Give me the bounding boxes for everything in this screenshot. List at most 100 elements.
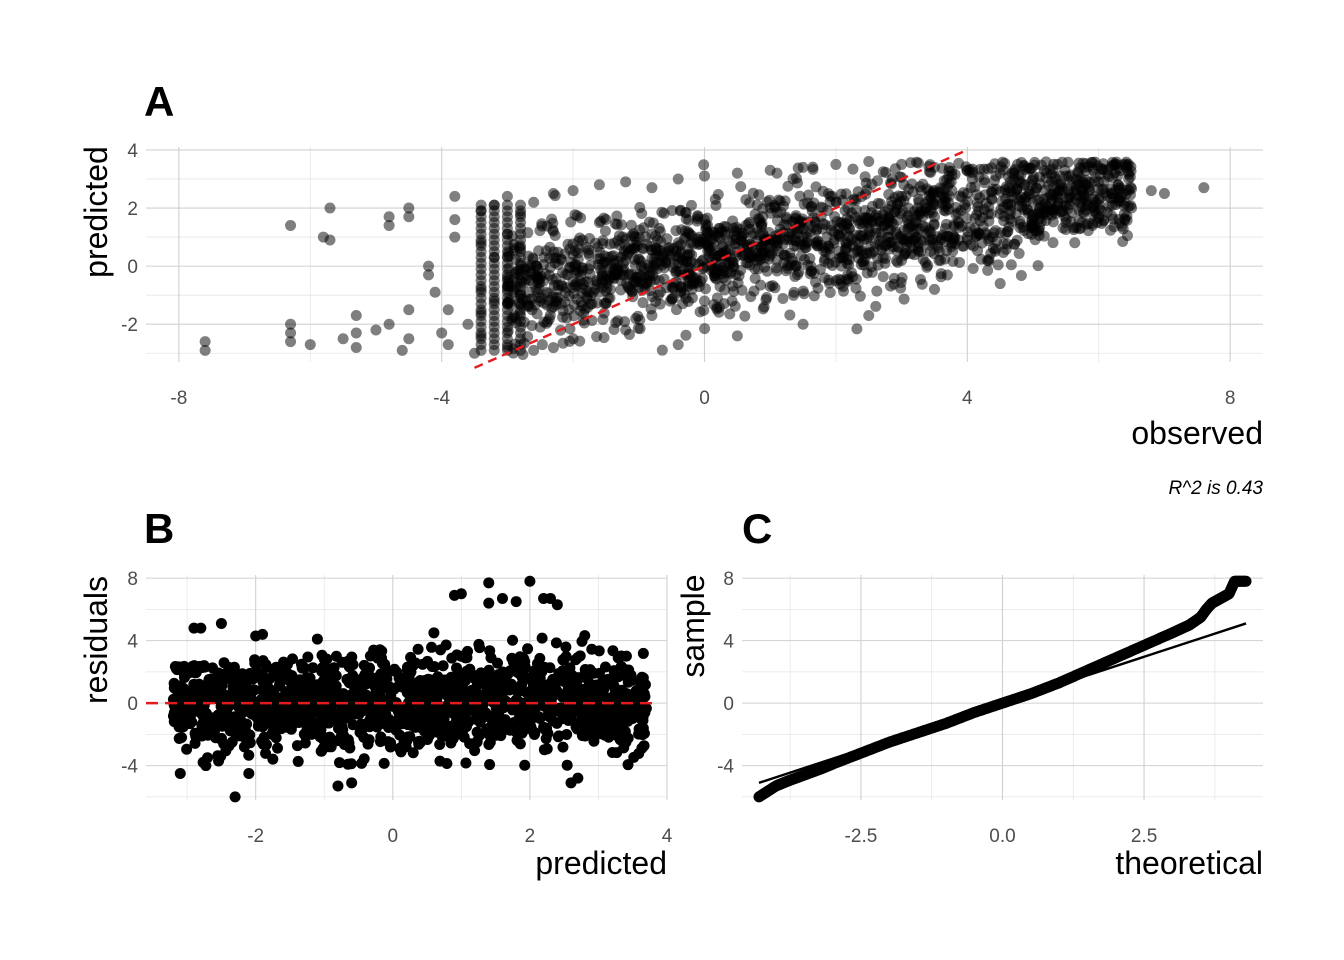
panel-a-point <box>1126 202 1138 214</box>
panel-b-point <box>588 735 600 747</box>
panel-a-point <box>985 185 997 197</box>
panel-a-point <box>1038 230 1050 242</box>
panel-a-point <box>642 274 654 286</box>
panel-a-point <box>573 235 585 247</box>
panel-a-point <box>620 176 632 188</box>
panel-a-point <box>1093 193 1105 205</box>
panel-b-point <box>256 735 268 747</box>
panel-a-point <box>557 311 569 323</box>
panel-b-point <box>534 667 546 679</box>
panel-b-point <box>534 652 546 664</box>
panel-a-point <box>593 179 605 191</box>
panel-a-point <box>285 219 297 231</box>
panel-a-point <box>797 161 809 173</box>
panel-b-point <box>375 731 387 743</box>
panel-a-point <box>515 289 527 301</box>
panel-a-point <box>877 252 889 264</box>
panel-a-point <box>699 295 710 307</box>
a-y-tick-label: -2 <box>121 315 138 336</box>
panel-b-point <box>638 740 650 752</box>
panel-b-point <box>421 727 433 739</box>
panel-a-point <box>501 228 513 240</box>
panel-a-point <box>816 223 828 235</box>
panel-b-point <box>346 688 358 700</box>
panel-c-tag: C <box>742 505 772 552</box>
panel-a-point <box>501 190 513 202</box>
panel-a-point <box>442 304 454 316</box>
panel-b-point <box>450 715 462 727</box>
panel-b-point <box>514 738 526 750</box>
panel-b-point <box>229 791 241 803</box>
panel-b-point <box>492 719 504 731</box>
panel-a-point <box>923 225 935 237</box>
panel-a-point <box>839 205 851 217</box>
panel-a-point <box>1045 168 1057 180</box>
panel-a-point <box>1015 270 1027 282</box>
panel-a-point <box>754 229 766 241</box>
panel-a-point <box>528 344 540 356</box>
panel-a-point <box>788 289 800 301</box>
panel-a-point <box>822 188 834 200</box>
b-x-tick-label: 2 <box>525 826 536 847</box>
panel-a-point <box>680 329 692 341</box>
panel-b-point <box>483 597 495 609</box>
panel-a-point <box>656 344 668 356</box>
panel-b-point <box>218 710 230 722</box>
panel-b-point <box>512 695 524 707</box>
panel-b-point <box>510 596 522 608</box>
panel-a-point <box>943 170 955 182</box>
panel-b-point <box>311 633 323 645</box>
panel-a-x-ticks: -8 -4 0 4 8 <box>170 388 1235 409</box>
panel-a-point <box>746 249 758 261</box>
panel-a-point <box>1000 181 1012 193</box>
panel-a-tag: A <box>144 78 174 125</box>
panel-a-point <box>1082 200 1094 212</box>
panel-a-point <box>546 213 558 225</box>
panel-a-point <box>864 246 876 258</box>
panel-a-point <box>888 272 900 284</box>
panel-a-point <box>937 190 949 202</box>
panel-a-point <box>763 226 775 238</box>
panel-a-point <box>764 164 776 176</box>
panel-a-point <box>635 260 647 272</box>
panel-b-point <box>517 668 529 680</box>
panel-a-point <box>752 263 764 275</box>
panel-a-point <box>475 205 487 217</box>
panel-b-point <box>440 639 452 651</box>
panel-a-point <box>982 264 994 276</box>
panel-a-point <box>810 276 822 288</box>
panel-a-point <box>757 303 769 315</box>
panel-b-point <box>400 741 412 753</box>
panel-b-point <box>483 738 495 750</box>
panel-a-point <box>547 301 559 313</box>
panel-a-point <box>1145 185 1157 197</box>
panel-a-point <box>1121 230 1133 242</box>
panel-b-point <box>394 729 406 741</box>
panel-a-point <box>1048 180 1060 192</box>
panel-b-point <box>457 724 469 736</box>
panel-a-point <box>795 250 807 262</box>
panel-b-point <box>445 671 457 683</box>
panel-a-y-axis-title: predicted <box>78 146 114 278</box>
panel-a-point <box>646 310 658 322</box>
panel-a-point <box>515 208 527 220</box>
panel-a-point <box>985 208 997 220</box>
panel-a-point <box>547 187 559 199</box>
panel-a-point <box>285 318 297 330</box>
panel-b-point <box>315 745 327 757</box>
panel-b-point <box>185 716 197 728</box>
panel-b-point <box>371 672 383 684</box>
panel-b-point <box>636 671 648 683</box>
panel-a-point <box>620 324 632 336</box>
panel-a-point <box>501 199 513 211</box>
panel-b-point <box>437 684 449 696</box>
c-x-tick-label: 2.5 <box>1131 826 1157 847</box>
panel-a-point <box>694 306 706 318</box>
panel-a-point <box>698 262 710 274</box>
panel-a-point <box>403 211 415 223</box>
panel-a-point <box>1027 196 1039 208</box>
panel-a-point <box>608 269 620 281</box>
panel-b-point <box>260 659 272 671</box>
panel-a-point <box>651 263 663 275</box>
panel-a-point <box>663 245 675 257</box>
